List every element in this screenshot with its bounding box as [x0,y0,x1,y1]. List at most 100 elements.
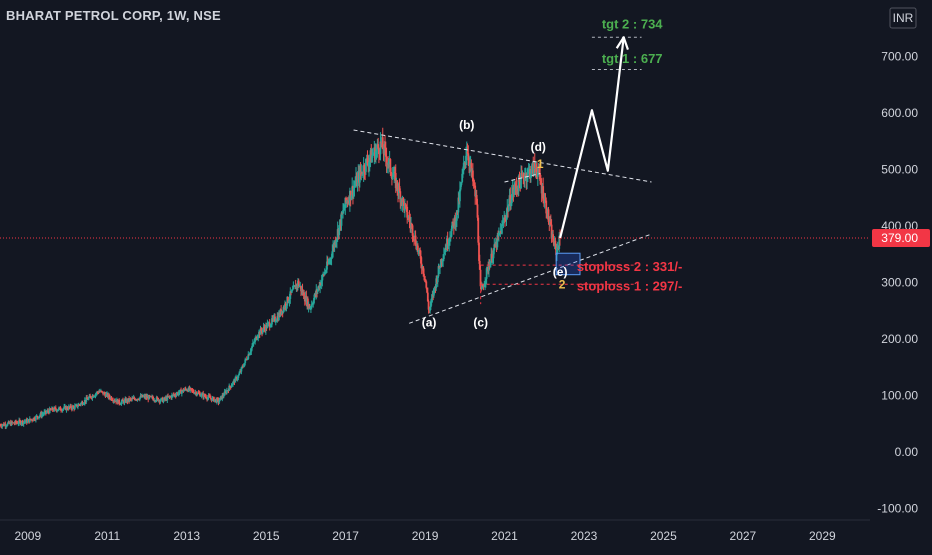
candle-body [410,224,413,226]
candle-body [290,290,293,293]
candle-body [368,158,371,163]
candle-body [408,217,411,222]
candle-body [372,154,375,156]
candle-body [439,267,441,269]
candle-body [81,402,84,405]
candle-body [57,409,59,411]
candle-body [142,396,145,398]
candle-body [274,321,277,323]
candle-body [465,155,467,163]
candle-body [436,276,439,283]
candle-body [344,197,347,208]
candle-body [387,159,390,165]
candle-body [529,169,532,178]
candle-body [38,416,40,419]
target-label: tgt 1 : 677 [602,51,663,66]
candle-body [223,391,226,396]
candle-body [216,398,219,400]
candle-body [450,228,453,237]
candle-body [71,406,74,410]
candle-body [520,173,522,189]
candle-body [383,144,386,154]
candle-body [378,148,380,155]
candle-body [378,154,381,156]
candle-body [284,303,287,307]
candle-body [292,286,295,290]
candle-body [20,423,23,425]
candle-body [17,423,20,425]
candle-body [74,405,77,407]
candle-body [498,232,501,234]
candle-body [203,394,206,397]
candle-body [377,144,380,149]
candle-body [22,421,25,425]
candle-body [396,180,399,190]
wave-label: (d) [531,140,546,154]
price-axis[interactable] [870,0,932,520]
candle-body [242,366,245,368]
candle-body [49,408,52,410]
candle-body [323,274,325,276]
candle-body [392,175,395,177]
candle-body [118,399,121,404]
candle-body [321,274,324,281]
candle-body [269,326,272,328]
candle-body [229,385,231,387]
candle-body [253,341,256,343]
candle-body [343,207,346,211]
candle-body [281,310,283,315]
candle-body [297,280,300,287]
candle-body [319,283,322,289]
time-axis[interactable] [0,520,932,550]
candle-body [430,298,433,302]
candle-body [484,282,487,285]
candle-body [464,162,467,164]
candle-body [550,224,553,239]
candle-body [330,257,333,259]
candle-body [514,184,516,190]
candle-body [177,392,180,395]
candle-body [87,397,90,400]
candle-body [47,410,50,412]
candle-body [467,153,470,161]
candle-body [0,425,2,427]
candle-body [520,173,523,176]
candle-body [174,394,176,396]
candle-body [412,235,415,238]
candle-body [420,256,422,264]
trend-line [353,129,652,183]
candle-body [271,318,273,325]
candle-body [152,398,155,401]
candle-body [100,390,103,392]
candle-body [208,395,211,397]
candle-body [259,328,262,335]
candle-body [77,406,79,408]
candle-body [232,381,234,385]
candle-body [135,399,138,401]
candle-body [236,377,239,380]
candle-body [507,204,510,211]
candle-body [67,406,70,410]
candle-body [481,285,483,289]
candle-body [105,394,108,397]
candle-body [82,404,85,406]
candle-body [547,209,550,222]
candle-body [231,384,234,386]
candle-body [419,250,422,257]
candle-body [466,151,469,154]
candle-body [361,174,364,176]
candle-body [384,147,387,157]
candle-body [103,392,106,395]
candle-body [485,268,488,279]
candle-body [455,210,458,221]
candle-body [108,394,111,398]
candle-body [381,137,384,150]
candle-body [289,291,292,299]
candle-body [180,391,183,394]
candle-body [349,190,352,200]
candle-body [277,313,280,321]
candle-body [443,252,446,255]
candle-body [399,191,402,203]
